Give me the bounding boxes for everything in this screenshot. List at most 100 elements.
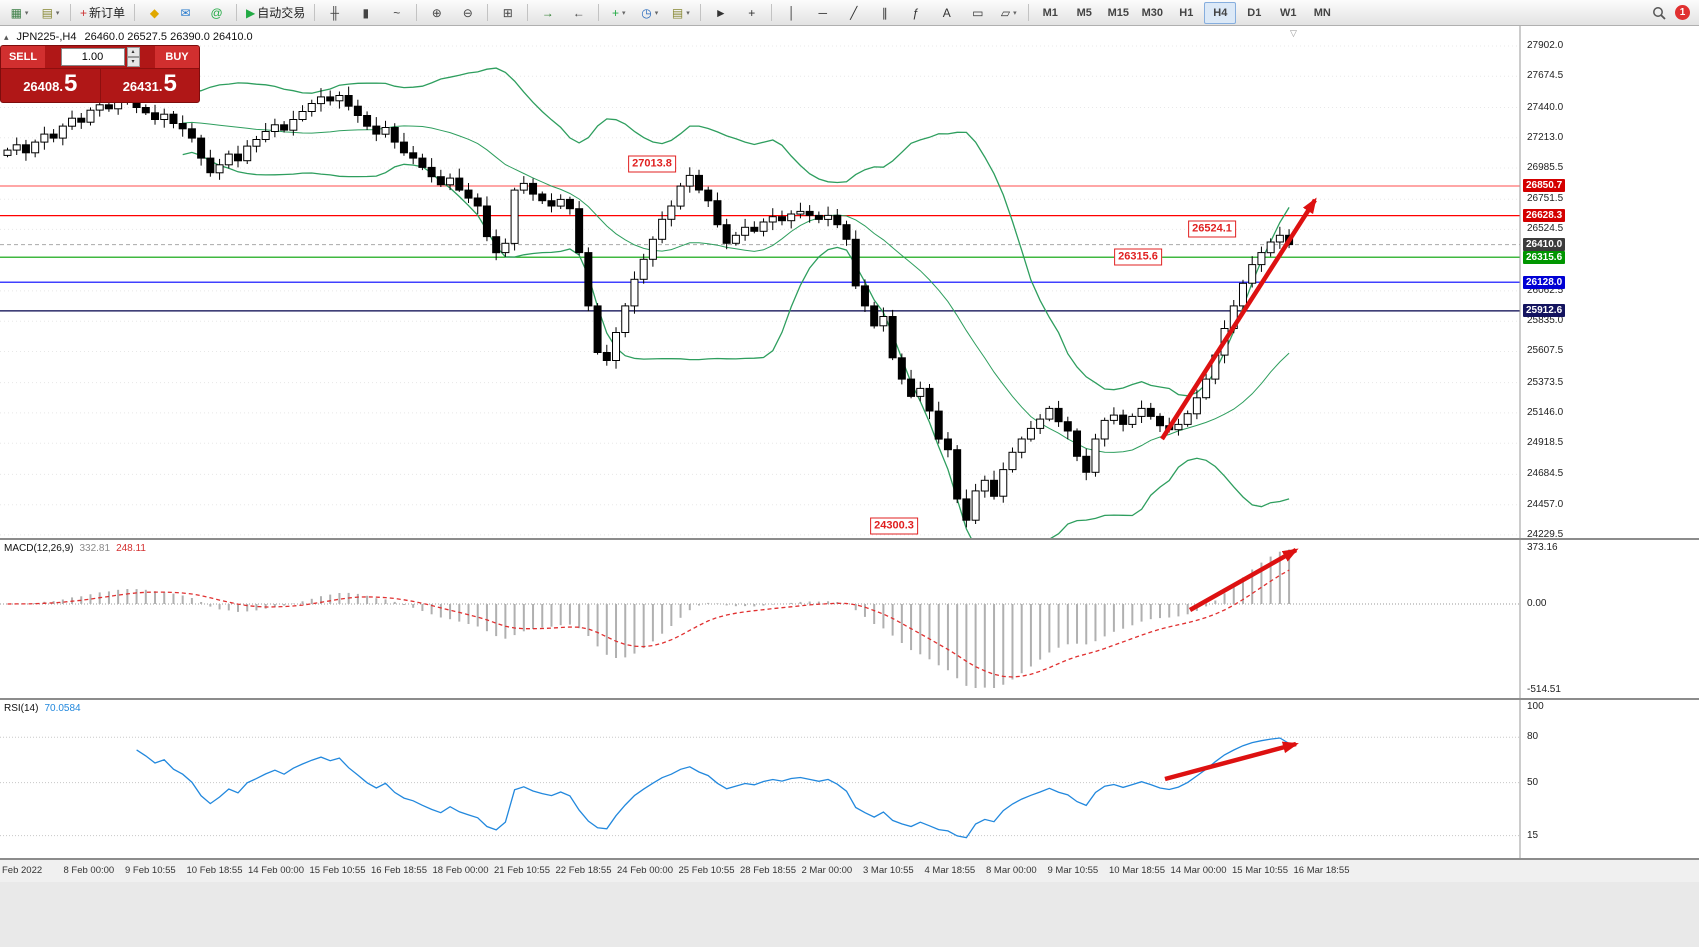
macd-axis[interactable]: 373.16 0.00 -514.51 xyxy=(1520,540,1699,698)
auto-scroll-icon: → xyxy=(541,5,554,20)
timeframe-mn-button[interactable]: MN xyxy=(1313,6,1331,19)
cursor-icon[interactable]: ► xyxy=(706,2,735,24)
time-axis-label: 16 Feb 18:55 xyxy=(371,865,427,876)
horizontal-line-icon: ─ xyxy=(818,5,828,20)
price-axis-label: 25146.0 xyxy=(1527,407,1564,418)
ohlc-values: 26460.0 26527.5 26390.0 26410.0 xyxy=(84,31,253,43)
price-axis-label: 25373.5 xyxy=(1527,377,1564,388)
price-level-badge: 25912.6 xyxy=(1523,304,1566,317)
crosshair-icon: + xyxy=(748,5,756,20)
buy-button[interactable]: BUY xyxy=(155,46,199,68)
chart-shift-icon[interactable]: ← xyxy=(564,2,593,24)
toolbar-buttons: ▦ ▾ ▤ ▾ + 新订单 ◆ ✉ @ ▶ 自动交易 ╫ ▮ ~ ⊕ ⊖ ⊞ → ← + ▾ ◷ ▾ ▤ ▾ ► + │ ─ ╱ ∥ ƒ A ▭ ▱… xyxy=(4,0,1339,25)
search-icon[interactable] xyxy=(1652,6,1666,20)
time-axis-label: 8 Feb 00:00 xyxy=(63,865,115,876)
sell-button[interactable]: SELL xyxy=(1,46,45,68)
rsi-axis-label: 80 xyxy=(1527,731,1539,742)
rsi-panel: RSI(14) 70.0584 100 80 50 15 xyxy=(0,700,1699,860)
timeframe-d1-button[interactable]: D1 xyxy=(1247,6,1262,19)
label-icon[interactable]: ▭ xyxy=(963,2,992,24)
collapse-panel-icon[interactable]: ▴ xyxy=(4,31,9,42)
chart-symbol-ohlc: ▴ JPN225-,H4 26460.0 26527.5 26390.0 264… xyxy=(4,31,253,43)
price-axis[interactable]: 27902.0 27674.5 27440.0 27213.0 26985.5 26751… xyxy=(1520,26,1699,538)
candle-chart-icon[interactable]: ▮ xyxy=(351,2,380,24)
autotrade-button[interactable]: ▶ 自动交易 xyxy=(242,2,309,24)
rsi-axis[interactable]: 100 80 50 15 xyxy=(1520,700,1699,858)
metaeditor-icon: ◆ xyxy=(149,5,160,20)
macd-canvas[interactable] xyxy=(0,540,1699,698)
website-icon[interactable]: @ xyxy=(202,2,231,24)
templates-icon[interactable]: ▤ ▾ xyxy=(666,2,695,24)
crosshair-icon[interactable]: + xyxy=(737,2,766,24)
price-chart-canvas[interactable] xyxy=(0,26,1699,538)
notification-badge[interactable]: 1 xyxy=(1675,5,1690,20)
timeframe-m1-button[interactable]: M1 xyxy=(1042,6,1058,19)
time-axis-label: 3 Mar 10:55 xyxy=(863,865,914,876)
text-icon[interactable]: A xyxy=(932,2,961,24)
chevron-down-icon: ▾ xyxy=(55,9,60,17)
price-axis-label: 26062.5 xyxy=(1527,285,1564,296)
auto-scroll-icon[interactable]: → xyxy=(533,2,562,24)
volume-down-button[interactable]: ▾ xyxy=(126,57,140,67)
price-tag-annotation[interactable]: 26524.1 xyxy=(1188,220,1236,238)
sell-price[interactable]: 26408. 5 xyxy=(1,69,101,102)
indicators-icon[interactable]: + ▾ xyxy=(604,2,633,24)
price-level-badge: 26628.3 xyxy=(1523,209,1566,222)
metaeditor-icon[interactable]: ◆ xyxy=(140,2,169,24)
volume-input[interactable] xyxy=(60,48,125,66)
tile-windows-icon[interactable]: ⊞ xyxy=(493,2,522,24)
zoom-out-icon: ⊖ xyxy=(462,5,473,20)
chart-shift-marker-icon[interactable]: ▽ xyxy=(1290,28,1297,38)
sell-price-big: 5 xyxy=(63,70,78,97)
timeframe-m30-button[interactable]: M30 xyxy=(1141,6,1163,19)
price-tag-annotation[interactable]: 27013.8 xyxy=(628,155,676,173)
price-level-badge: 26850.7 xyxy=(1523,179,1566,192)
price-level-badge: 26315.6 xyxy=(1523,251,1566,264)
bar-chart-icon[interactable]: ╫ xyxy=(320,2,349,24)
time-axis-label: 10 Feb 18:55 xyxy=(186,865,243,876)
zoom-out-icon[interactable]: ⊖ xyxy=(453,2,482,24)
templates-icon: ▤ xyxy=(671,5,684,20)
buy-price[interactable]: 26431. 5 xyxy=(101,69,200,102)
trendline-icon[interactable]: ╱ xyxy=(839,2,868,24)
zoom-in-icon: ⊕ xyxy=(431,5,442,20)
timeframe-w1-button[interactable]: W1 xyxy=(1280,6,1297,19)
timeframe-m15-button[interactable]: M15 xyxy=(1107,6,1129,19)
rsi-canvas[interactable] xyxy=(0,700,1699,858)
zoom-in-icon[interactable]: ⊕ xyxy=(422,2,451,24)
bar-chart-icon: ╫ xyxy=(330,5,340,20)
periods-icon[interactable]: ◷ ▾ xyxy=(635,2,664,24)
horizontal-line-icon[interactable]: ─ xyxy=(808,2,837,24)
community-icon[interactable]: ✉ xyxy=(171,2,200,24)
new-chart-icon[interactable]: ▦ ▾ xyxy=(5,2,34,24)
toolbar-separator xyxy=(236,4,238,21)
line-chart-icon[interactable]: ~ xyxy=(382,2,411,24)
rsi-axis-label: 15 xyxy=(1527,830,1539,841)
volume-up-button[interactable]: ▴ xyxy=(126,47,140,57)
line-chart-icon: ~ xyxy=(393,5,401,20)
time-axis[interactable]: Feb 2022 8 Feb 00:00 9 Feb 10:55 10 Feb 18:… xyxy=(0,860,1699,882)
vertical-line-icon: │ xyxy=(788,5,796,20)
new-order-button[interactable]: + 新订单 xyxy=(76,2,129,24)
time-axis-label: 16 Mar 18:55 xyxy=(1293,865,1350,876)
autotrade-button-label: 自动交易 xyxy=(257,6,306,20)
toolbar: ▦ ▾ ▤ ▾ + 新订单 ◆ ✉ @ ▶ 自动交易 ╫ ▮ ~ ⊕ ⊖ ⊞ → ← + ▾ ◷ ▾ ▤ ▾ ► + │ ─ ╱ ∥ ƒ A ▭ ▱… xyxy=(0,0,1699,26)
website-icon: @ xyxy=(210,5,223,20)
profiles-icon[interactable]: ▤ ▾ xyxy=(36,2,65,24)
chevron-down-icon: ▾ xyxy=(1013,9,1017,17)
fibonacci-icon[interactable]: ƒ xyxy=(901,2,930,24)
price-tag-annotation[interactable]: 26315.6 xyxy=(1114,248,1162,266)
time-axis-label: 2 Mar 00:00 xyxy=(801,865,853,876)
price-tag-annotation[interactable]: 24300.3 xyxy=(870,517,918,535)
shapes-icon[interactable]: ▱ ▾ xyxy=(994,2,1023,24)
macd-axis-label: -514.51 xyxy=(1527,684,1561,695)
channel-icon[interactable]: ∥ xyxy=(870,2,899,24)
price-level-badge: 26128.0 xyxy=(1523,276,1566,289)
vertical-line-icon[interactable]: │ xyxy=(777,2,806,24)
timeframe-h1-button[interactable]: H1 xyxy=(1179,6,1194,19)
volume-control: ▴ ▾ xyxy=(45,46,155,68)
timeframe-h4-button[interactable]: H4 xyxy=(1204,1,1237,24)
time-axis-label: 9 Feb 10:55 xyxy=(125,865,176,876)
symbol-label: JPN225-,H4 xyxy=(16,31,77,43)
timeframe-m5-button[interactable]: M5 xyxy=(1076,6,1092,19)
